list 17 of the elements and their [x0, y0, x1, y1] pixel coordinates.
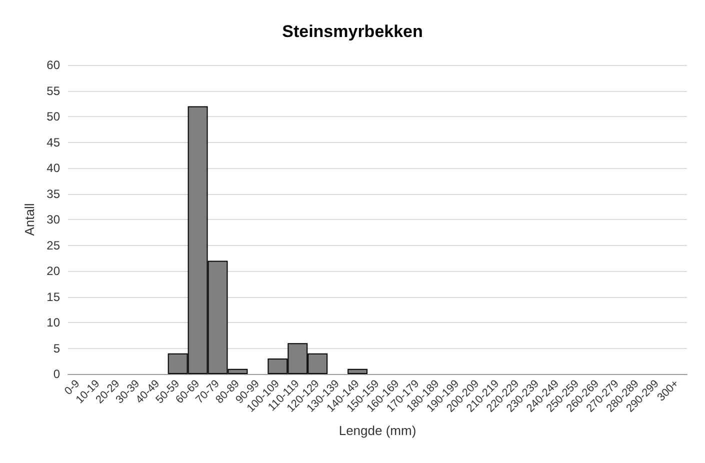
y-tick-label: 35: [46, 186, 60, 201]
y-tick-label: 45: [46, 135, 60, 150]
chart-title: Steinsmyrbekken: [282, 22, 423, 41]
y-tick-label: 20: [46, 264, 60, 278]
y-tick-label: 50: [46, 110, 60, 124]
y-tick-label: 0: [53, 367, 60, 381]
y-tick-label: 10: [46, 316, 60, 330]
y-tick-label: 15: [46, 290, 60, 304]
y-axis-title: Antall: [22, 203, 37, 236]
y-tick-label: 55: [46, 84, 60, 98]
x-axis-title: Lengde (mm): [338, 423, 416, 438]
y-tick-label: 25: [46, 238, 60, 252]
y-tick-label: 40: [46, 161, 60, 175]
y-tick-label: 30: [46, 212, 60, 226]
y-tick-label: 5: [53, 341, 60, 356]
bar: [348, 368, 368, 374]
y-tick-label: 60: [46, 58, 60, 72]
